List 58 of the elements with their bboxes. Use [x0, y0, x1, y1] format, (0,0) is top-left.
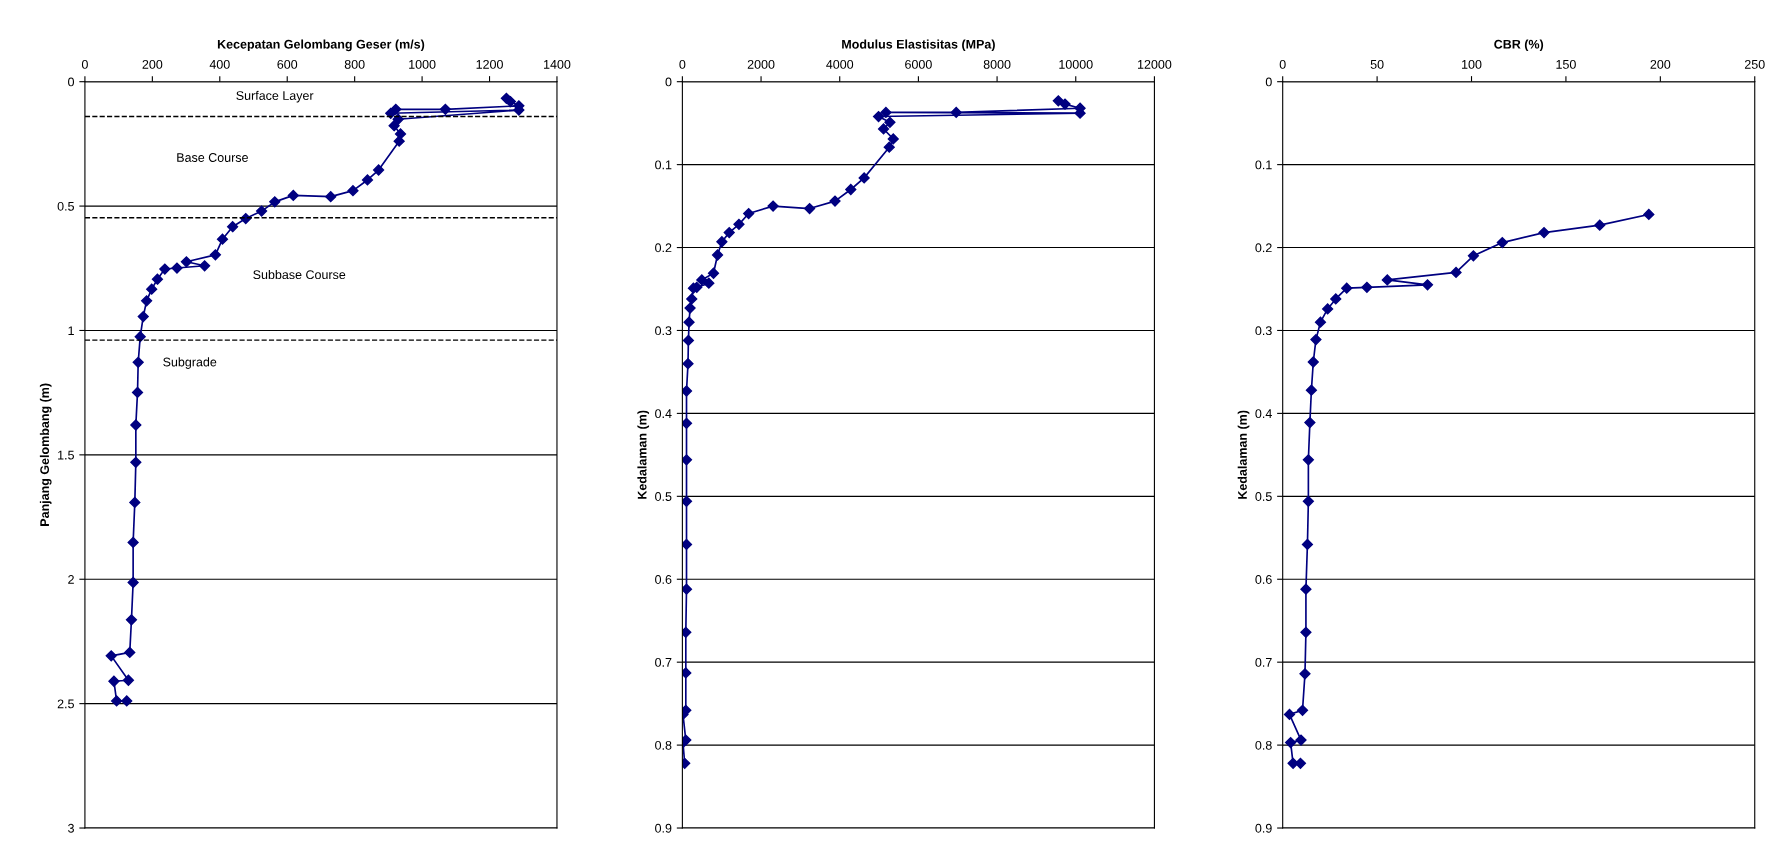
y-tick-label: 0.8: [1255, 740, 1272, 750]
y-axis-title: Kedalaman (m): [637, 410, 650, 499]
x-tick-label: 50: [1370, 59, 1384, 69]
x-tick-label: 100: [1462, 59, 1482, 69]
y-tick-label: 2: [68, 575, 74, 584]
y-tick-label: 0.3: [655, 326, 672, 336]
y-tick-label: 0.7: [655, 657, 672, 667]
x-tick-label: 4000: [826, 59, 854, 69]
annotation: Surface Layer: [236, 90, 314, 103]
x-tick-label: 1400: [544, 59, 571, 69]
y-tick-label: 0.6: [655, 575, 672, 584]
y-tick-label: 3: [68, 823, 74, 833]
x-axis-title: Kecepatan Gelombang Geser (m/s): [217, 39, 425, 52]
x-tick-label: 200: [142, 59, 163, 69]
x-tick-label: 12000: [1138, 59, 1172, 69]
x-axis-title: Modulus Elastisitas (MPa): [842, 39, 995, 52]
x-tick-label: 6000: [905, 59, 932, 69]
y-axis-title: Kedalaman (m): [1237, 410, 1250, 499]
y-tick-label: 0: [665, 77, 672, 87]
x-tick-label: 0: [81, 59, 88, 69]
annotation: Subgrade: [163, 357, 217, 369]
y-tick-label: 0.2: [1255, 243, 1272, 253]
y-tick-label: 2.5: [57, 699, 74, 709]
x-tick-label: 0: [1279, 59, 1286, 69]
y-tick-label: 0.3: [1255, 326, 1272, 336]
y-tick-label: 0.4: [1255, 409, 1272, 419]
y-tick-label: 1: [68, 326, 74, 335]
y-tick-label: 0.9: [1255, 823, 1272, 833]
x-tick-label: 10000: [1059, 59, 1093, 69]
y-tick-label: 0.9: [655, 823, 672, 833]
x-tick-label: 600: [277, 59, 298, 69]
x-tick-label: 800: [344, 59, 365, 69]
x-tick-label: 0: [679, 59, 686, 69]
y-tick-label: 0.8: [655, 740, 672, 750]
x-tick-label: 8000: [983, 59, 1011, 69]
x-tick-label: 1000: [409, 59, 436, 69]
y-tick-label: 0.5: [655, 492, 672, 501]
y-tick-label: 0.4: [655, 409, 672, 419]
annotation: Subbase Course: [253, 269, 346, 280]
y-tick-label: 0.2: [655, 243, 672, 253]
y-tick-label: 1.5: [58, 450, 74, 460]
x-tick-label: 1200: [476, 59, 503, 69]
x-tick-label: 250: [1744, 59, 1765, 69]
y-axis-title: Panjang Gelombang (m): [39, 383, 52, 526]
y-tick-label: 0.5: [57, 201, 74, 211]
x-tick-label: 2000: [747, 59, 775, 69]
y-tick-label: 0: [1265, 77, 1272, 87]
y-tick-label: 0.6: [1255, 575, 1272, 584]
x-tick-label: 150: [1556, 59, 1576, 69]
y-tick-label: 0.7: [1255, 657, 1272, 667]
annotation: Base Course: [177, 153, 248, 162]
x-tick-label: 400: [209, 59, 230, 69]
x-axis-title: CBR (%): [1494, 39, 1544, 52]
x-tick-label: 200: [1650, 59, 1671, 69]
y-tick-label: 0: [68, 77, 75, 87]
y-tick-label: 0.1: [655, 160, 672, 170]
y-tick-label: 0.5: [1255, 492, 1272, 501]
y-tick-label: 0.1: [1255, 160, 1272, 170]
